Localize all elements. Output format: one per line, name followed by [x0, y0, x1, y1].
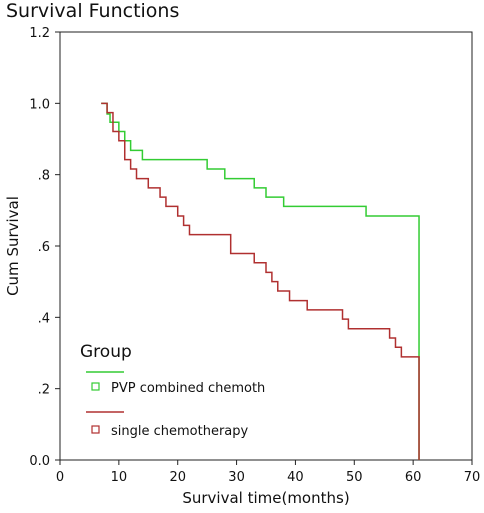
legend-title: Group — [80, 342, 132, 362]
plot-frame — [59, 31, 473, 461]
series-line-pvp-combined — [101, 102, 420, 460]
legend-marker-pvp — [91, 382, 100, 391]
x-tick-label: 40 — [287, 470, 304, 485]
y-tick-label: .8 — [38, 169, 50, 184]
x-tick-label: 30 — [228, 470, 245, 485]
legend-label-single: single chemotherapy — [111, 424, 249, 439]
legend: Group PVP combined chemoth single chemot… — [80, 342, 265, 439]
x-tick-label: 70 — [464, 470, 481, 485]
y-tick-label: 1.0 — [29, 97, 50, 112]
y-tick-label: .2 — [38, 383, 50, 398]
x-tick-label: 0 — [56, 470, 64, 485]
chart-title: Survival Functions — [6, 0, 180, 22]
y-tick-label: .6 — [38, 240, 50, 255]
series-line-single-chemotherapy — [101, 102, 420, 460]
x-tick-label: 20 — [169, 470, 186, 485]
y-tick-label: .4 — [38, 311, 50, 326]
y-axis-label: Cum Survival — [4, 196, 22, 296]
x-tick-label: 60 — [405, 470, 422, 485]
x-axis-label: Survival time(months) — [182, 489, 349, 507]
y-tick-label: 1.2 — [29, 26, 50, 41]
legend-label-pvp: PVP combined chemoth — [111, 381, 265, 396]
y-tick-label: 0.0 — [29, 454, 50, 469]
legend-marker-single — [91, 425, 100, 434]
x-tick-label: 50 — [346, 470, 363, 485]
x-tick-label: 10 — [111, 470, 128, 485]
